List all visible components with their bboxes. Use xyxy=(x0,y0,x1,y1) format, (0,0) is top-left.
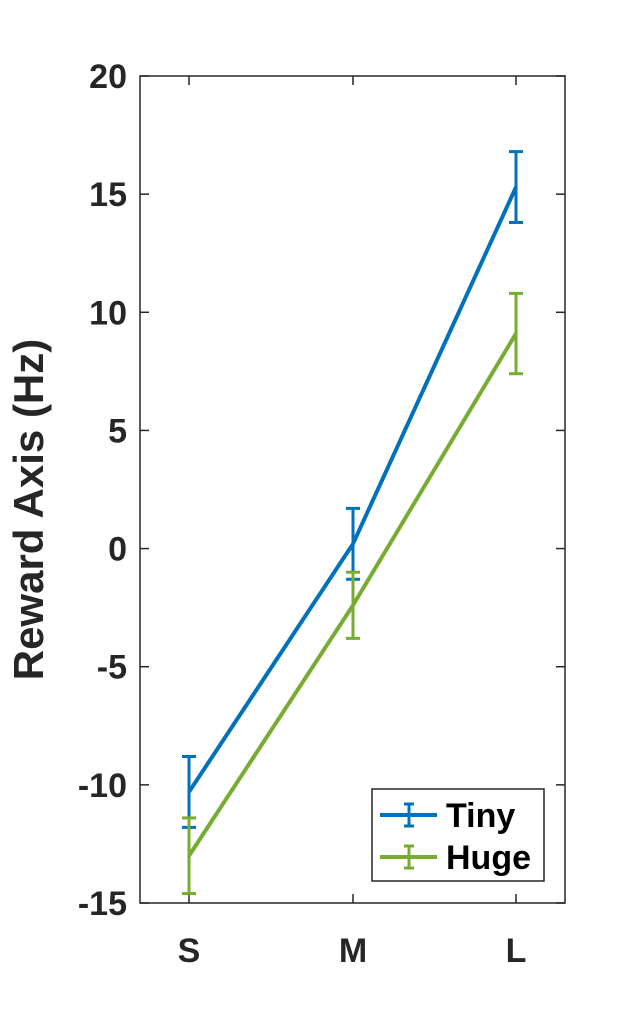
y-tick-label: -15 xyxy=(78,885,127,923)
error-bar xyxy=(509,150,523,224)
series-huge xyxy=(182,291,523,896)
y-tick-label: 15 xyxy=(89,176,127,214)
series-tiny xyxy=(182,150,523,829)
y-tick-label: 10 xyxy=(89,294,127,332)
y-tick-label: 0 xyxy=(108,531,127,569)
legend-entry-huge: Huge xyxy=(380,839,531,877)
x-tick-label: S xyxy=(178,932,201,970)
error-bar xyxy=(346,506,360,581)
x-tick-label: L xyxy=(506,932,527,970)
error-bar xyxy=(182,816,196,896)
legend: Tiny Huge xyxy=(371,788,545,882)
x-tick-label: M xyxy=(339,932,367,970)
legend-box xyxy=(371,788,545,882)
y-tick-label: 20 xyxy=(89,58,127,96)
axes: -15 -10 -5 0 5 10 15 20 S M L xyxy=(78,58,566,970)
legend-label: Huge xyxy=(446,839,531,877)
series-layer xyxy=(182,150,523,896)
legend-entry-tiny: Tiny xyxy=(380,797,515,835)
y-tick-label: -10 xyxy=(78,767,127,805)
series-line xyxy=(187,186,518,794)
error-bar xyxy=(346,570,360,640)
y-axis-label: Reward Axis (Hz) xyxy=(5,339,52,681)
legend-label: Tiny xyxy=(446,797,515,835)
y-tick-label: -5 xyxy=(97,649,127,687)
error-bar xyxy=(509,291,523,376)
plot-frame xyxy=(139,75,566,904)
y-tick-label: 5 xyxy=(108,412,127,450)
